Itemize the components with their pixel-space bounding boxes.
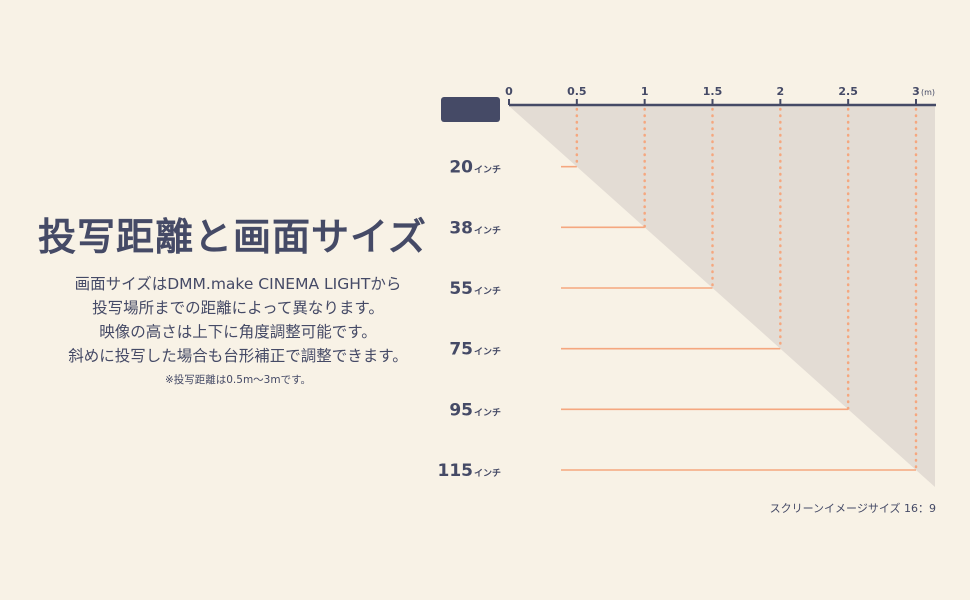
screen-size-value: 20 (449, 158, 473, 178)
screen-size-unit: インチ (474, 407, 501, 418)
screen-size-label: 55インチ (449, 279, 501, 299)
axis-unit-label: (m) (921, 88, 935, 97)
screen-size-label: 115インチ (437, 461, 501, 481)
description-line: 投写場所までの距離によって異なります。 (92, 299, 384, 317)
projection-beam (509, 106, 935, 487)
description: 画面サイズはDMM.make CINEMA LIGHTから 投写場所までの距離に… (38, 272, 438, 368)
axis-tick-label: 1.5 (703, 85, 723, 98)
screen-size-value: 55 (449, 279, 473, 299)
axis-tick-label: 2.5 (838, 85, 858, 98)
axis-tick-label: 3 (912, 85, 920, 98)
aspect-ratio-caption: スクリーンイメージサイズ 16：9 (769, 502, 936, 515)
page-title: 投写距離と画面サイズ (38, 215, 427, 259)
screen-size-label: 20インチ (449, 158, 501, 178)
screen-size-value: 38 (449, 218, 473, 238)
screen-size-label: 75インチ (449, 340, 501, 360)
screen-size-value: 115 (437, 461, 473, 481)
screen-size-unit: インチ (474, 286, 501, 297)
screen-size-label: 95インチ (449, 400, 501, 420)
screen-size-unit: インチ (474, 165, 501, 176)
screen-size-unit: インチ (474, 468, 501, 479)
screen-size-label: 38インチ (449, 218, 501, 238)
screen-size-unit: インチ (474, 225, 501, 236)
screen-size-value: 95 (449, 400, 473, 420)
description-line: 斜めに投写した場合も台形補正で調整できます。 (68, 347, 408, 365)
axis-tick-label: 0 (505, 85, 513, 98)
axis-tick-label: 1 (641, 85, 649, 98)
description-line: 画面サイズはDMM.make CINEMA LIGHTから (74, 275, 402, 293)
axis-ticks: 0 0.5 1 1.5 2 2.5 3 (m) (505, 85, 935, 105)
screen-size-value: 75 (449, 340, 473, 360)
distance-note: ※投写距離は0.5m～3mです。 (164, 374, 312, 386)
projector-icon (441, 97, 500, 122)
description-line: 映像の高さは上下に角度調整可能です。 (99, 323, 377, 341)
screen-size-unit: インチ (474, 347, 501, 358)
axis-tick-label: 2 (777, 85, 785, 98)
axis-tick-label: 0.5 (567, 85, 587, 98)
